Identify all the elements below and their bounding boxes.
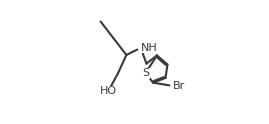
Text: NH: NH [141, 43, 157, 53]
Text: Br: Br [173, 81, 185, 91]
Text: HO: HO [100, 86, 117, 96]
Text: S: S [142, 68, 149, 78]
